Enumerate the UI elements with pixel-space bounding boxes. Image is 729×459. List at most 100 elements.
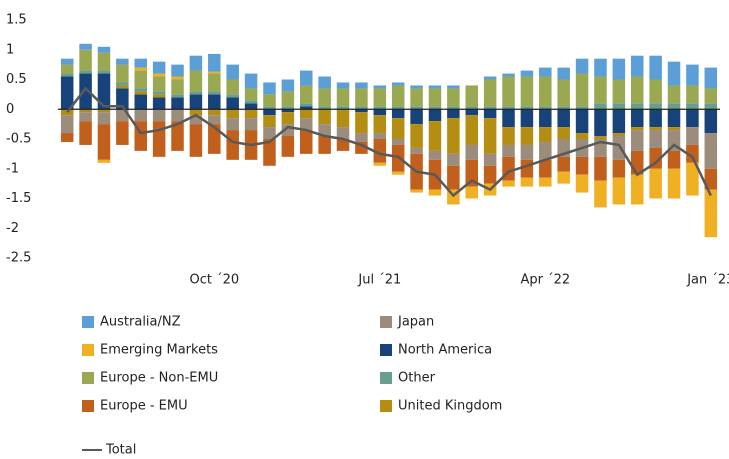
bar-segment xyxy=(410,109,423,125)
bar-segment xyxy=(208,94,221,110)
bar-segment xyxy=(539,127,552,142)
x-tick-label: Apr ´22 xyxy=(520,273,570,288)
y-tick-label: -1 xyxy=(6,161,19,176)
bar-segment xyxy=(447,109,460,119)
bar-segment xyxy=(299,130,313,154)
bar-segment xyxy=(152,97,166,110)
bar-segment xyxy=(539,159,552,178)
bar-segment xyxy=(575,106,589,110)
bar-segment xyxy=(667,103,681,110)
bar-segment xyxy=(502,106,515,110)
bar-segment xyxy=(465,159,479,187)
bar-segment xyxy=(263,94,276,107)
bar-segment xyxy=(281,109,295,113)
bar-segment xyxy=(594,180,607,208)
bar-segment xyxy=(539,141,552,160)
bar-segment xyxy=(116,58,129,65)
bar-segment xyxy=(612,133,626,137)
bar-segment xyxy=(189,55,203,71)
bar-segment xyxy=(226,79,239,95)
bar-segment xyxy=(594,58,607,77)
bar-segment xyxy=(208,71,221,74)
bar-segment xyxy=(686,85,699,104)
bar-segment xyxy=(355,141,368,154)
bar-segment xyxy=(483,153,497,166)
bar-segment xyxy=(373,133,387,139)
bar-segment xyxy=(686,103,699,110)
bar-segment xyxy=(428,109,442,122)
bar-segment xyxy=(318,106,331,110)
bar-segment xyxy=(612,58,626,80)
bar-segment xyxy=(152,73,166,77)
bar-segment xyxy=(152,91,166,95)
bar-segment xyxy=(171,94,184,98)
bar-segment xyxy=(391,109,405,119)
bar-segment xyxy=(263,82,276,95)
y-tick-label: -0.5 xyxy=(6,132,31,147)
bar-segment xyxy=(704,189,718,238)
bar-segment xyxy=(134,70,148,89)
bar-segment xyxy=(428,121,442,151)
bar-segment xyxy=(612,79,626,104)
bar-segment xyxy=(79,49,92,71)
bar-segment xyxy=(575,174,589,193)
bar-segment xyxy=(336,106,350,110)
bar-segment xyxy=(649,55,662,80)
bar-segment xyxy=(355,82,368,89)
bar-segment xyxy=(594,109,607,137)
bar-segment xyxy=(410,85,423,89)
bar-segment xyxy=(152,76,166,92)
bar-segment xyxy=(391,85,405,107)
bar-segment xyxy=(667,127,681,131)
bar-segment xyxy=(336,88,350,107)
bar-segment xyxy=(244,100,258,104)
bar-segment xyxy=(97,109,111,113)
bar-segment xyxy=(557,127,570,139)
x-tick-label: Oct ´20 xyxy=(189,273,239,288)
bar-segment xyxy=(502,144,515,157)
bar-segment xyxy=(208,73,221,92)
bar-segment xyxy=(557,156,570,172)
bar-segment xyxy=(649,127,662,131)
bar-segment xyxy=(447,85,460,89)
bar-segment xyxy=(281,91,295,107)
bar-segment xyxy=(116,109,129,122)
bar-segment xyxy=(594,156,607,181)
bar-segment xyxy=(428,189,442,196)
bar-segment xyxy=(704,88,718,104)
bar-segment xyxy=(281,112,295,125)
bar-segment xyxy=(318,109,331,125)
bar-segment xyxy=(171,121,184,151)
y-tick-label: 0.5 xyxy=(6,72,27,87)
bar-segment xyxy=(373,139,387,163)
bar-segment xyxy=(465,109,479,116)
bar-segment xyxy=(171,97,184,110)
bar-segment xyxy=(134,109,148,122)
bar-segment xyxy=(649,109,662,128)
bar-segment xyxy=(226,97,239,110)
bar-segment xyxy=(336,127,350,139)
legend-label: Total xyxy=(105,443,136,458)
bar-segment xyxy=(630,103,644,110)
bar-segment xyxy=(428,106,442,110)
legend-label: Japan xyxy=(397,315,434,330)
bar-segment xyxy=(318,76,331,89)
y-tick-label: -1.5 xyxy=(6,191,31,206)
bar-segment xyxy=(263,106,276,110)
bar-segment xyxy=(355,133,368,142)
bar-segment xyxy=(208,124,221,154)
bar-segment xyxy=(152,61,166,74)
bar-segment xyxy=(134,94,148,110)
legend-swatch xyxy=(380,316,392,328)
bar-segment xyxy=(539,76,552,107)
bar-segment xyxy=(391,139,405,145)
bar-segment xyxy=(318,88,331,107)
bar-segment xyxy=(263,139,276,166)
bar-segment xyxy=(594,103,607,110)
bar-segment xyxy=(686,109,699,128)
bar-segment xyxy=(355,109,368,113)
bar-segment xyxy=(594,136,607,139)
bar-segment xyxy=(686,162,699,196)
bar-segment xyxy=(97,52,111,71)
bar-segment xyxy=(539,67,552,77)
